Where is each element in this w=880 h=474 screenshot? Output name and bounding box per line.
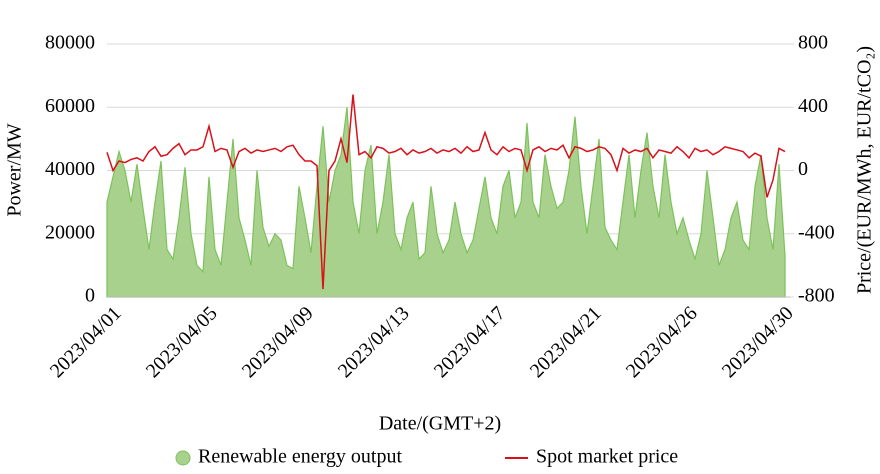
- x-tick-label: 2023/04/30: [718, 302, 798, 382]
- y-tick-label: 80000: [45, 32, 95, 54]
- y2-tick-label: -400: [798, 221, 835, 243]
- power-area: [106, 107, 786, 298]
- legend-swatch: [175, 450, 191, 466]
- price-line: [106, 94, 786, 290]
- x-tick-label: 2023/04/13: [334, 302, 414, 382]
- x-axis-title: Date/(GMT+2): [379, 413, 501, 435]
- y-tick-label: 0: [85, 285, 95, 307]
- y2-axis-title: Price/(EUR/MWh, EUR/tCO₂): [854, 46, 876, 294]
- y2-tick-label: 0: [798, 158, 808, 180]
- y2-tick-label: 400: [798, 95, 828, 117]
- legend-label: Spot market price: [536, 446, 678, 468]
- y2-tick-label: 800: [798, 32, 828, 54]
- x-tick-label: 2023/04/26: [622, 302, 702, 382]
- x-tick-label: 2023/04/09: [238, 302, 318, 382]
- x-tick-label: 2023/04/01: [46, 302, 126, 382]
- x-tick-label: 2023/04/05: [142, 302, 222, 382]
- legend-label: Renewable energy output: [198, 446, 402, 468]
- y2-tick-label: -800: [798, 285, 835, 307]
- y-tick-label: 40000: [45, 158, 95, 180]
- x-tick-label: 2023/04/17: [430, 302, 510, 382]
- x-tick-label: 2023/04/21: [526, 302, 606, 382]
- y-axis-title: Power/MW: [4, 123, 26, 216]
- y-tick-label: 60000: [45, 95, 95, 117]
- y-tick-label: 20000: [45, 221, 95, 243]
